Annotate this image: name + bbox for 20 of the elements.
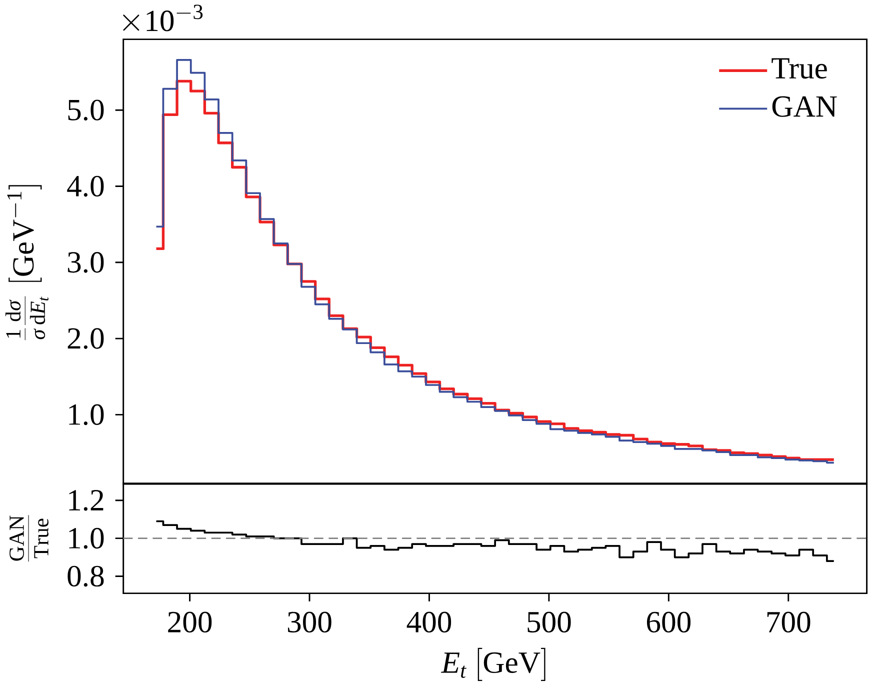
y-tick-label: 5.0 [68, 100, 104, 121]
y-tick-label: 1.0 [69, 528, 104, 549]
x-tick-label: 400 [406, 612, 452, 632]
x-tick-label: 700 [767, 612, 810, 632]
y-tick-label: 4.0 [67, 176, 104, 197]
x-tick-label: 500 [528, 612, 571, 632]
y-tick-label: 3.0 [68, 252, 104, 273]
x-tick-label: 300 [288, 612, 332, 632]
legend-label: GAN [772, 96, 837, 117]
x-tick-label: 200 [168, 612, 212, 632]
y-tick-label: 1.2 [69, 490, 104, 511]
y-tick-label: 2.0 [68, 328, 104, 349]
text: $\times 10^{-3}$ [123, 4, 203, 32]
y-axis-title: $\frac{\mathrm{GAN}}{\mathrm{True}}$ [10, 515, 48, 562]
y-tick-label: 0.8 [68, 566, 104, 587]
x-axis-title: $E_t\ [\mathrm{GeV}]$ [440, 648, 546, 681]
y-tick-label: 1.0 [69, 404, 104, 426]
y-axis-title: $\frac{1}{\sigma}\frac{\mathrm{d}\sigma}{\mathrm{d}E_t}\;[\mathrm{GeV}^{-1}]$ [5, 185, 48, 340]
x-tick-label: 600 [646, 612, 691, 632]
legend-label: True [772, 58, 827, 79]
